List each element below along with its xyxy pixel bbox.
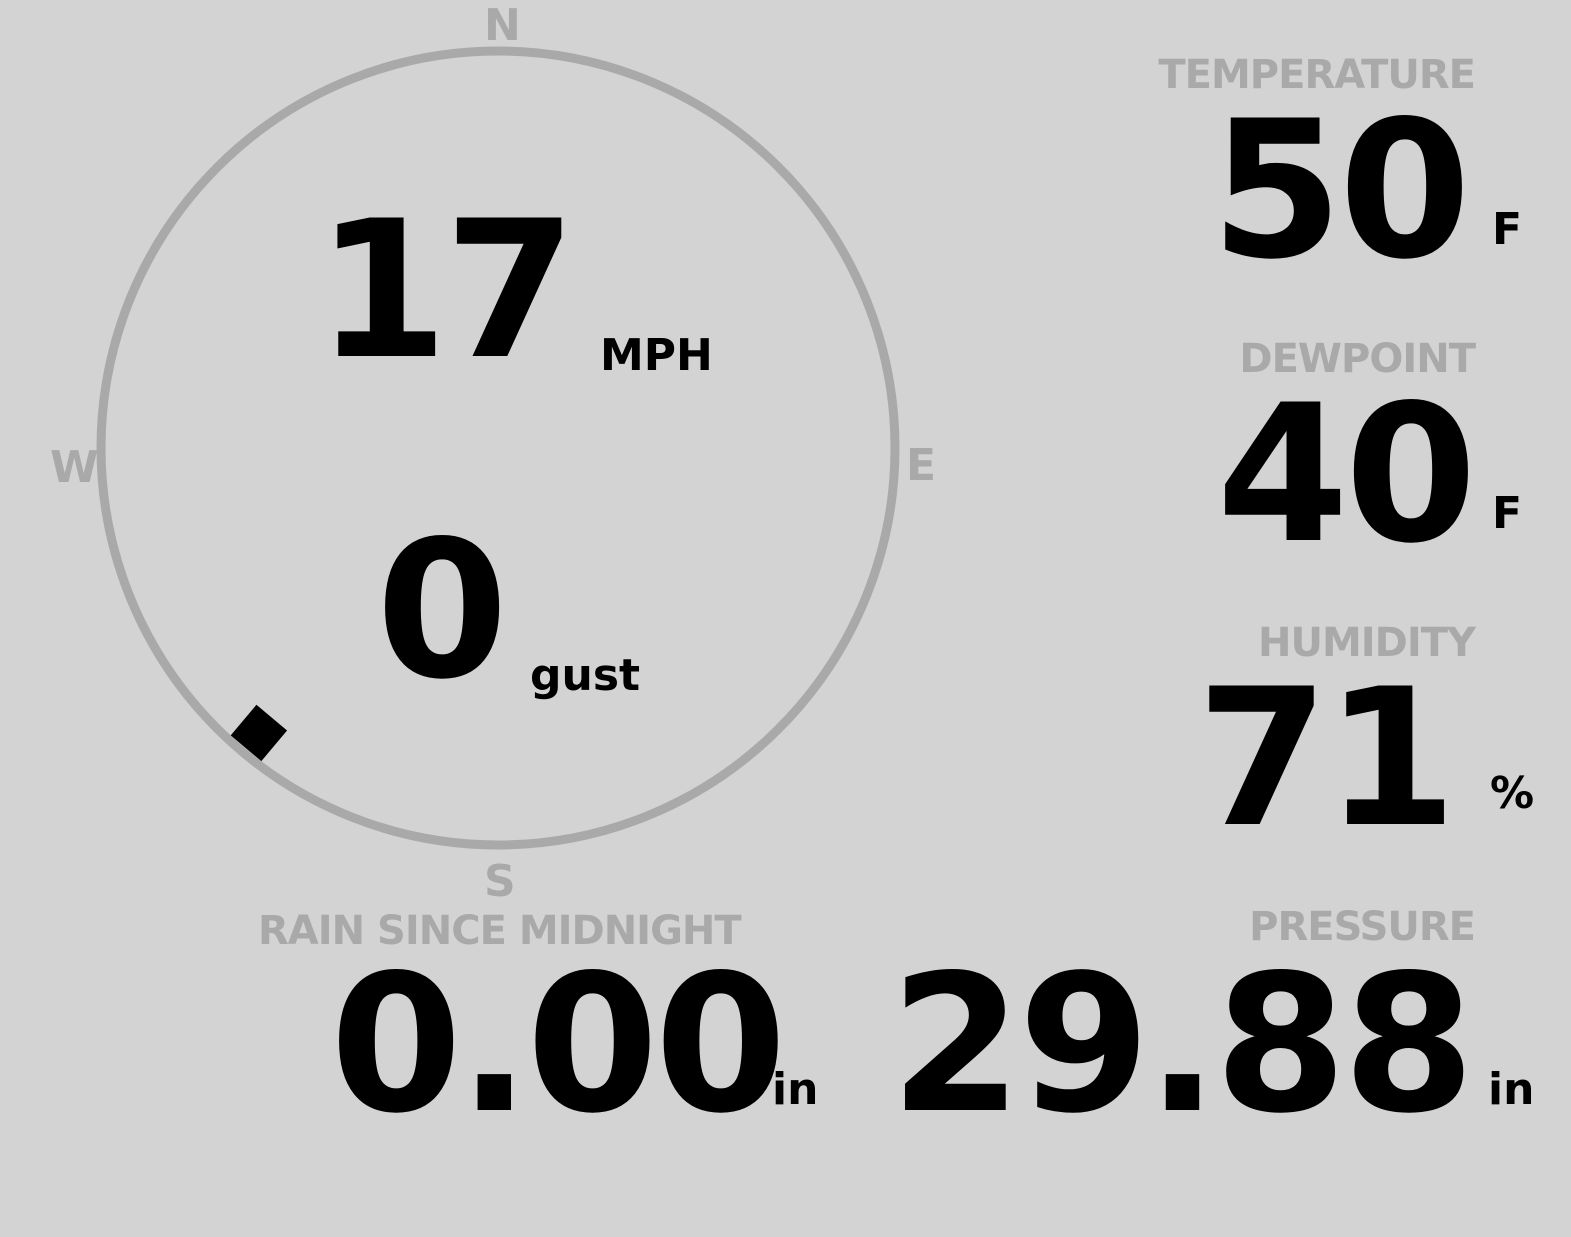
wind-speed-value: 17 [316, 180, 576, 401]
compass-south: S [484, 856, 516, 907]
compass-ring [96, 46, 900, 850]
rain-value: 0.00 [330, 934, 787, 1155]
wind-direction-marker [230, 704, 288, 762]
dewpoint-label: DEWPOINT [1239, 336, 1476, 382]
temperature-unit: F [1492, 204, 1523, 255]
wind-gust-value: 0 [376, 500, 508, 721]
rain-unit: in [772, 1064, 819, 1115]
dewpoint-value: 40 [1216, 364, 1477, 585]
dewpoint-unit: F [1492, 488, 1523, 539]
compass-north: N [484, 0, 521, 51]
pressure-value: 29.88 [890, 934, 1475, 1155]
pressure-label: PRESSURE [1249, 904, 1476, 950]
rain-label: RAIN SINCE MIDNIGHT [258, 908, 742, 954]
humidity-value: 71 [1196, 648, 1457, 869]
pressure-unit: in [1488, 1064, 1535, 1115]
humidity-label: HUMIDITY [1258, 620, 1476, 666]
compass-west: W [50, 442, 99, 493]
temperature-value: 50 [1210, 80, 1471, 301]
humidity-unit: % [1490, 768, 1535, 819]
wind-speed-unit: MPH [600, 330, 713, 381]
temperature-label: TEMPERATURE [1158, 52, 1476, 98]
wind-gust-unit: gust [530, 650, 641, 701]
compass-east: E [906, 440, 937, 491]
